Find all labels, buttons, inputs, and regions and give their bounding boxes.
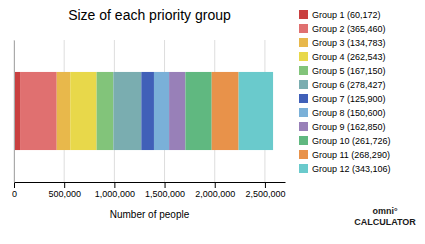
grid-line [14,40,15,182]
x-axis-line [15,182,286,183]
plot: 0 500,000 1,000,000 1,500,000 2,000,000 2,500… [12,40,286,199]
x-tick-mark [215,182,216,188]
legend: Group 1 (60,172) Group 2 (365,460) Group 3… [299,10,391,174]
legend-label: Group 7 (125,900) [312,94,386,104]
legend-swatch [299,164,308,173]
legend-item: Group 1 (60,172) [299,10,381,20]
x-tick-mark [265,182,266,188]
legend-label: Group 2 (365,460) [312,24,386,34]
bar-segment [97,72,114,150]
legend-label: Group 12 (343,106) [312,164,391,174]
bar-segment [113,72,141,150]
legend-swatch [299,80,308,89]
x-tick: 2,500,000 [245,182,285,199]
x-tick: 2,000,000 [195,182,235,199]
bar-segment [154,72,169,150]
legend-label: Group 10 (261,726) [312,136,391,146]
x-tick-mark [165,182,166,188]
legend-swatch [299,108,308,117]
bar-segment [70,72,96,150]
legend-label: Group 8 (150,600) [312,108,386,118]
x-tick-label: 1,500,000 [145,189,185,199]
legend-item: Group 9 (162,850) [299,122,386,132]
title: Size of each priority group [68,7,231,23]
x-tick: 0 [12,182,17,199]
bar-segment [20,72,57,150]
legend-item: Group 6 (278,427) [299,80,386,90]
x-tick: 1,500,000 [145,182,185,199]
bar-segment [57,72,71,150]
legend-label: Group 9 (162,850) [312,122,386,132]
x-tick-label: 1,000,000 [95,189,135,199]
legend-item: Group 10 (261,726) [299,136,391,146]
legend-label: Group 1 (60,172) [312,10,381,20]
y-axis [14,41,16,183]
legend-label: Group 11 (268,290) [312,150,390,160]
bar-segment [239,72,273,150]
annotation-line: omni° [372,206,397,216]
legend-swatch [299,10,308,19]
x-tick-label: 500,000 [48,189,81,199]
grid [14,40,265,182]
legend-item: Group 12 (343,106) [299,164,391,174]
legend-item: Group 4 (262,543) [299,52,386,62]
legend-swatch [299,38,308,47]
legend-swatch [299,24,308,33]
legend-label: Group 5 (167,150) [312,66,386,76]
legend-label: Group 3 (134,783) [312,38,386,48]
x-tick-label: 0 [12,189,17,199]
x-tick: 500,000 [48,182,81,199]
legend-swatch [299,94,308,103]
legend-swatch [299,150,308,159]
legend-swatch [299,136,308,145]
bar-segment [169,72,185,150]
legend-swatch [299,66,308,75]
legend-swatch [299,52,308,61]
x-tick-mark [114,182,115,188]
annotation-line: CALCULATOR [354,217,416,227]
x-tick-mark [14,182,15,188]
legend-label: Group 6 (278,427) [312,80,386,90]
legend-item: Group 8 (150,600) [299,108,386,118]
x-tick-mark [64,182,65,188]
x-axis: 0 500,000 1,000,000 1,500,000 2,000,000 2,500… [12,182,286,199]
legend-swatch [299,122,308,131]
x-tick-label: 2,500,000 [245,189,285,199]
legend-item: Group 11 (268,290) [299,150,390,160]
chart: 0 500,000 1,000,000 1,500,000 2,000,000 2,500… [0,0,425,244]
x-axis-title: Number of people [110,209,190,220]
bar-segment [212,72,239,150]
legend-item: Group 3 (134,783) [299,38,386,48]
bars [14,72,273,150]
bar-segment [185,72,211,150]
legend-item: Group 2 (365,460) [299,24,386,34]
legend-item: Group 7 (125,900) [299,94,386,104]
x-tick: 1,000,000 [95,182,135,199]
legend-label: Group 4 (262,543) [312,52,386,62]
legend-item: Group 5 (167,150) [299,66,386,76]
x-tick-label: 2,000,000 [195,189,235,199]
y-axis-line [14,41,15,183]
bar-segment [141,72,154,150]
annotation: omni°CALCULATOR [354,206,416,227]
